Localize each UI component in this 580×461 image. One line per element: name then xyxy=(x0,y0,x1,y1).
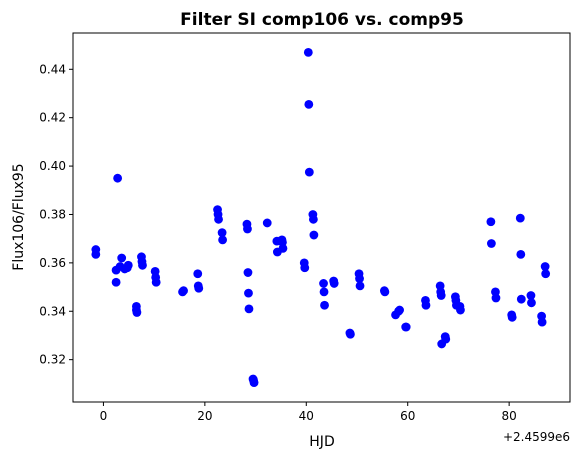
data-point xyxy=(194,283,204,293)
data-point xyxy=(244,304,254,314)
data-point xyxy=(541,269,551,279)
data-point xyxy=(217,228,227,238)
data-point xyxy=(244,288,253,298)
data-point xyxy=(193,269,203,279)
data-point xyxy=(151,277,161,287)
data-point xyxy=(303,47,313,57)
data-point xyxy=(278,243,288,253)
y-tick-label: 0.44 xyxy=(39,62,66,76)
data-point xyxy=(395,305,404,315)
x-tick-label: 60 xyxy=(400,409,415,423)
data-point xyxy=(526,291,536,300)
y-tick-label: 0.38 xyxy=(39,207,66,221)
data-point xyxy=(507,312,517,322)
data-point xyxy=(179,286,188,296)
x-tick-label: 40 xyxy=(299,409,314,423)
data-point xyxy=(355,274,364,283)
data-point xyxy=(262,218,272,228)
data-point xyxy=(486,217,496,227)
data-point xyxy=(320,300,329,310)
y-tick-label: 0.42 xyxy=(39,111,66,125)
data-point xyxy=(491,293,501,303)
data-point xyxy=(319,279,328,288)
data-point xyxy=(355,281,365,291)
data-point xyxy=(527,298,536,308)
data-point xyxy=(243,268,253,277)
data-point xyxy=(516,250,526,259)
y-tick-label: 0.40 xyxy=(39,159,66,173)
data-point xyxy=(111,277,121,287)
data-point xyxy=(132,308,142,317)
data-point xyxy=(243,224,252,234)
data-point xyxy=(441,334,451,344)
data-point xyxy=(218,235,228,245)
data-point xyxy=(401,322,411,332)
y-tick-label: 0.34 xyxy=(39,304,66,318)
plot-area-frame xyxy=(72,32,571,403)
data-series xyxy=(91,47,551,388)
data-point xyxy=(319,287,329,297)
data-point xyxy=(346,329,355,339)
x-tick-label: 80 xyxy=(502,409,517,423)
data-point xyxy=(249,378,259,388)
data-point xyxy=(516,294,526,304)
data-point xyxy=(456,305,465,315)
chart-title: Filter SI comp106 vs. comp95 xyxy=(180,10,464,30)
data-point xyxy=(304,99,314,109)
x-tick-label: 20 xyxy=(197,409,212,423)
data-point xyxy=(540,262,550,271)
data-point xyxy=(117,253,127,263)
x-tick-label: 0 xyxy=(100,409,108,423)
data-point xyxy=(380,287,390,297)
data-point xyxy=(308,214,318,224)
data-point xyxy=(138,260,147,270)
data-point xyxy=(486,239,496,248)
data-point xyxy=(304,167,314,177)
y-axis-label: Flux106/Flux95 xyxy=(11,163,27,270)
data-point xyxy=(421,300,431,310)
data-point xyxy=(113,173,123,183)
data-point xyxy=(123,260,133,270)
x-axis-label: HJD xyxy=(309,434,334,450)
data-point xyxy=(537,317,547,327)
data-point xyxy=(300,263,310,273)
data-point xyxy=(515,213,525,223)
data-point xyxy=(436,291,446,300)
x-axis-offset-label: +2.4599e6 xyxy=(503,430,570,444)
y-axis: 0.32 0.34 0.36 0.38 0.40 0.42 0.44 xyxy=(39,62,73,367)
data-point xyxy=(214,214,223,224)
data-point xyxy=(91,250,101,259)
data-point xyxy=(329,279,339,288)
y-tick-label: 0.36 xyxy=(39,256,66,270)
y-tick-label: 0.32 xyxy=(39,353,66,367)
data-point xyxy=(309,230,319,240)
x-axis: 0 20 40 60 80 xyxy=(100,402,517,423)
